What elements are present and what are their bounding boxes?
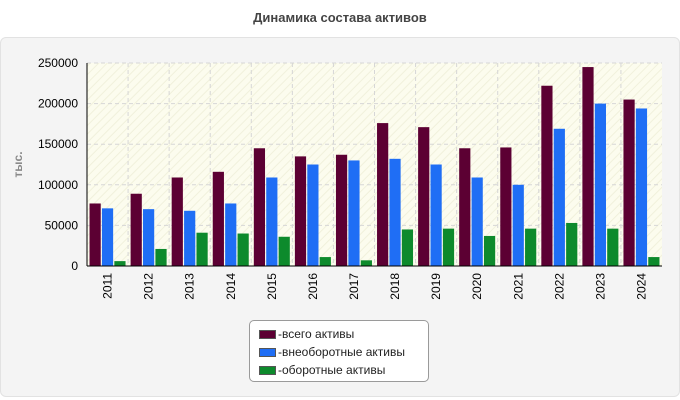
legend-prefix: - xyxy=(278,363,282,377)
x-tick-label: 2011 xyxy=(101,273,115,299)
legend-item-noncurrent: - внеоборотные активы xyxy=(259,343,428,361)
bar-current-2012 xyxy=(155,248,167,266)
x-tick-label: 2016 xyxy=(306,273,320,300)
y-tick-label: 50000 xyxy=(45,218,79,232)
bar-total-2023 xyxy=(582,67,594,266)
bar-current-2022 xyxy=(566,222,578,266)
bar-noncurrent-2013 xyxy=(184,210,196,266)
bar-total-2024 xyxy=(623,99,635,266)
legend-label-noncurrent: внеоборотные активы xyxy=(282,345,405,359)
bar-current-2018 xyxy=(401,229,414,266)
bar-noncurrent-2011 xyxy=(101,208,114,266)
y-tick-label: 100000 xyxy=(38,178,78,192)
bar-noncurrent-2023 xyxy=(594,103,606,266)
bar-noncurrent-2016 xyxy=(307,164,319,266)
x-tick-label: 2013 xyxy=(183,273,197,300)
bar-noncurrent-2018 xyxy=(389,158,401,266)
legend-swatch-total xyxy=(259,329,276,339)
legend-label-current: оборотные активы xyxy=(282,363,386,377)
bar-total-2013 xyxy=(171,177,183,266)
x-tick-label: 2021 xyxy=(511,273,525,300)
x-tick-label: 2012 xyxy=(142,273,156,300)
bar-noncurrent-2019 xyxy=(430,164,442,266)
bar-current-2023 xyxy=(607,228,619,266)
x-tick-label: 2023 xyxy=(593,273,607,300)
bar-total-2016 xyxy=(294,156,307,266)
bar-current-2017 xyxy=(360,260,372,266)
legend-item-total: - всего активы xyxy=(259,325,428,343)
y-tick-label: 150000 xyxy=(38,137,78,151)
bar-noncurrent-2020 xyxy=(471,177,483,266)
bar-total-2018 xyxy=(377,123,389,266)
bar-noncurrent-2014 xyxy=(225,203,237,266)
x-tick-label: 2015 xyxy=(265,273,279,300)
bar-current-2011 xyxy=(114,261,126,266)
bar-total-2021 xyxy=(500,147,512,266)
x-tick-label: 2024 xyxy=(634,273,648,300)
bar-current-2024 xyxy=(648,257,660,266)
x-tick-label: 2014 xyxy=(224,273,238,300)
bar-current-2019 xyxy=(442,228,455,266)
legend: - всего активы - внеоборотные активы - о… xyxy=(249,320,429,382)
x-tick-label: 2017 xyxy=(347,273,361,300)
bars xyxy=(89,67,660,267)
bar-total-2019 xyxy=(418,127,430,266)
bar-noncurrent-2015 xyxy=(266,177,278,266)
x-tick-label: 2022 xyxy=(552,273,566,300)
x-tick-label: 2018 xyxy=(388,273,402,300)
legend-item-current: - оборотные активы xyxy=(259,361,428,379)
y-axis-label: тыс. xyxy=(11,151,25,177)
bar-current-2014 xyxy=(237,233,249,266)
axes xyxy=(86,63,662,267)
bar-noncurrent-2021 xyxy=(512,184,524,266)
bar-current-2016 xyxy=(319,257,331,266)
legend-label-total: всего активы xyxy=(282,327,355,341)
bar-total-2017 xyxy=(335,154,348,266)
bar-current-2013 xyxy=(196,232,208,266)
x-tick-label: 2020 xyxy=(470,273,484,300)
bar-current-2015 xyxy=(278,236,290,266)
bar-total-2012 xyxy=(130,193,142,266)
bar-current-2020 xyxy=(483,235,496,266)
bar-noncurrent-2022 xyxy=(553,128,565,266)
bar-total-2020 xyxy=(459,148,471,266)
legend-prefix: - xyxy=(278,327,282,341)
tick-labels: 0 50000 100000 150000 200000 250000 2011 2012 20… xyxy=(11,56,648,300)
legend-prefix: - xyxy=(278,345,282,359)
chart-title: Динамика состава активов xyxy=(253,10,427,25)
bar-total-2022 xyxy=(541,85,553,267)
y-tick-label: 200000 xyxy=(38,97,78,111)
x-tick-label: 2019 xyxy=(429,273,443,300)
bar-total-2015 xyxy=(253,148,266,266)
bar-noncurrent-2024 xyxy=(635,108,648,266)
legend-swatch-current xyxy=(259,365,276,375)
bar-noncurrent-2017 xyxy=(348,160,360,266)
y-tick-label: 0 xyxy=(71,259,78,273)
bar-total-2014 xyxy=(212,171,224,266)
bar-current-2021 xyxy=(525,228,537,266)
y-tick-label: 250000 xyxy=(38,56,78,70)
bar-noncurrent-2012 xyxy=(143,209,155,266)
legend-swatch-noncurrent xyxy=(259,347,276,357)
bar-total-2011 xyxy=(89,203,101,266)
